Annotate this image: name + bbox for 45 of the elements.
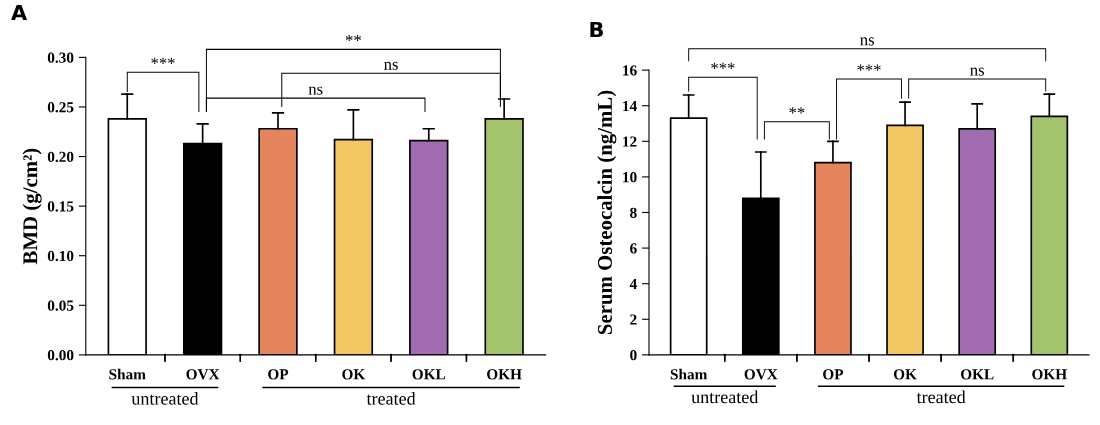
x-tick-label: OK [893, 369, 917, 380]
text: *** [711, 62, 735, 69]
text: treated [916, 390, 966, 404]
text: ** [345, 34, 361, 42]
y-tick-label: 12 [623, 136, 637, 147]
y-axis-title: Serum Osteocalcin (ng/mL) [597, 90, 617, 335]
y-tick-label: 0.10 [47, 250, 74, 262]
annotation: *** [151, 57, 175, 64]
x-tick-label: OVX [186, 369, 220, 380]
y-tick-label: 0.25 [47, 102, 74, 113]
x-tick-label: Sham [109, 368, 146, 380]
annotation: ns [970, 67, 984, 76]
y-tick-label: 0.00 [47, 350, 74, 361]
y-tick-label: 2 [630, 314, 637, 325]
x-tick-label: OP [268, 369, 289, 380]
y-tick-label: 16 [623, 65, 637, 76]
y-tick-label: 0.20 [47, 151, 74, 163]
y-axis-title: BMD (g/cm²) [22, 148, 42, 265]
x-tick-label: OP [823, 369, 844, 380]
x-tick-label: Sham [670, 368, 708, 380]
y-tick-label: 0.05 [47, 300, 74, 311]
x-tick-label: OKH [487, 369, 522, 380]
x-tick-label: OKL [412, 369, 446, 380]
x-tick-label: OVX [744, 369, 778, 380]
chart-title: B [590, 21, 603, 38]
text: untreated [131, 392, 199, 405]
x-tick-label: OK [342, 369, 366, 380]
y-tick-label: 14 [623, 100, 637, 112]
y-tick-label: 8 [630, 207, 637, 218]
y-tick-label: 6 [630, 243, 637, 254]
x-tick-label: OKL [960, 369, 994, 380]
y-tick-label: 0 [630, 350, 637, 361]
text: treated [366, 392, 416, 405]
text: untreated [691, 390, 759, 404]
x-tick-label: OKH [1032, 369, 1067, 380]
annotation: ns [384, 61, 398, 70]
annotation: ** [789, 107, 805, 114]
y-tick-label: 4 [629, 278, 637, 289]
chart-title: A [11, 4, 28, 21]
y-tick-label: 10 [623, 172, 637, 183]
y-tick-label: 0.15 [47, 201, 74, 212]
text: ns [860, 37, 874, 46]
y-tick-label: 0.30 [47, 52, 74, 63]
annotation: *** [857, 64, 881, 71]
annotation: ns [308, 86, 323, 95]
